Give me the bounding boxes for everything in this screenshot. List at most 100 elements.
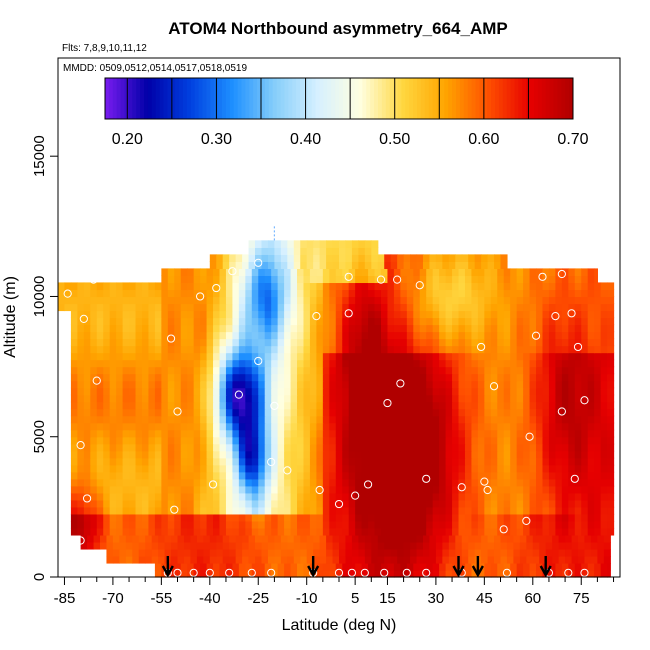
heatmap-cell [329,331,337,340]
heatmap-cell [258,422,266,431]
heatmap-cell [568,492,576,501]
heatmap-cell [587,464,595,473]
heatmap-cell [161,506,169,515]
heatmap-cell [500,555,508,564]
heatmap-cell [561,569,569,578]
heatmap-cell [387,296,395,305]
heatmap-cell [500,548,508,557]
heatmap-cell [335,527,343,536]
heatmap-cell [380,464,389,473]
heatmap-cell [193,289,201,298]
heatmap-cell [406,394,414,403]
heatmap-cell [484,562,492,571]
heatmap-cell [145,541,153,550]
heatmap-cell [103,303,111,312]
heatmap-cell [574,317,582,326]
heatmap-cell [380,296,389,305]
heatmap-cell [225,415,234,424]
heatmap-cell [516,429,524,438]
heatmap-cell [335,296,343,305]
heatmap-cell [154,527,162,536]
heatmap-cell [545,555,553,564]
heatmap-cell [400,394,408,403]
heatmap-cell [193,443,201,452]
heatmap-cell [536,317,544,326]
heatmap-cell [238,303,246,312]
heatmap-cell [600,492,608,501]
heatmap-cell [322,450,330,459]
heatmap-cell [497,275,505,284]
colorbar-segment [284,78,289,119]
colorbar-segment [261,78,266,119]
heatmap-cell [484,457,492,466]
heatmap-cell [267,534,275,543]
heatmap-cell [145,555,153,564]
heatmap-cell [83,394,91,403]
heatmap-cell [587,380,595,389]
heatmap-cell [329,408,337,417]
heatmap-cell [148,520,156,529]
heatmap-cell [225,394,234,403]
heatmap-cell [368,310,376,319]
heatmap-cell [232,422,240,431]
heatmap-cell [587,394,595,403]
heatmap-cell [287,548,295,557]
heatmap-cell [284,464,292,473]
heatmap-cell [148,436,156,445]
heatmap-cell [374,373,382,382]
heatmap-cell [529,331,537,340]
heatmap-cell [216,261,224,269]
heatmap-cell [400,282,408,291]
heatmap-cell [413,478,421,487]
measurement-point [234,390,243,399]
heatmap-cell [219,387,227,396]
heatmap-cell [348,282,356,291]
heatmap-cell [206,429,214,438]
heatmap-cell [406,450,414,459]
heatmap-cell [258,345,266,354]
heatmap-cell [565,534,573,543]
heatmap-cell [77,352,85,361]
heatmap-cell [529,275,537,284]
heatmap-cell [245,499,253,508]
heatmap-cell [103,296,111,305]
heatmap-cell [225,562,234,571]
heatmap-cell [393,359,401,368]
heatmap-cell [145,534,153,543]
heatmap-cell [196,541,204,550]
heatmap-cell [238,450,246,459]
heatmap-cell [187,457,195,466]
heatmap-cell [587,289,595,298]
heatmap-cell [87,541,95,550]
heatmap-cell [161,268,169,277]
heatmap-cell [464,415,473,424]
heatmap-cell [129,401,137,410]
heatmap-cell [426,464,434,473]
heatmap-cell [516,569,524,578]
heatmap-cell [516,366,524,375]
measurement-point [225,568,234,577]
heatmap-cell [477,520,485,529]
heatmap-cell [116,310,124,319]
heatmap-cell [103,513,111,522]
colorbar-segment [319,78,324,119]
colorbar-segment [241,78,246,119]
heatmap-cell [116,282,124,291]
heatmap-cell [471,457,479,466]
heatmap-cell [555,359,563,368]
heatmap-cell [445,569,453,578]
heatmap-cell [271,324,279,333]
heatmap-cell [313,240,321,248]
heatmap-cell [503,338,511,347]
heatmap-cell [410,261,418,269]
heatmap-cell [594,275,598,284]
heatmap-cell [374,366,382,375]
heatmap-cell [484,359,492,368]
heatmap-cell [458,268,466,277]
heatmap-cell [516,373,524,382]
heatmap-cell [351,548,359,557]
heatmap-cell [174,324,182,333]
heatmap-cell [342,513,350,522]
measurement-point [538,272,547,281]
heatmap-cell [439,303,447,312]
